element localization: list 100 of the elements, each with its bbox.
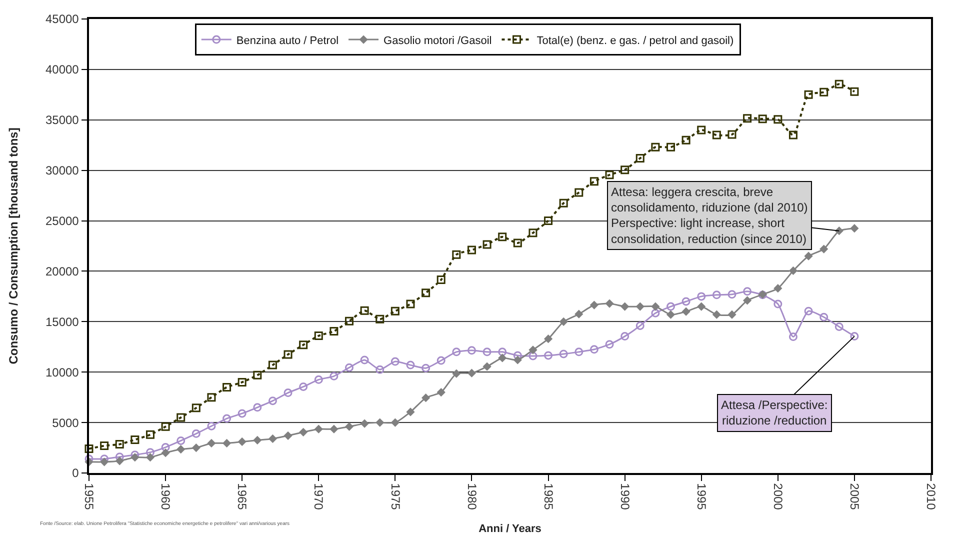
point — [620, 332, 630, 341]
x-tick-label: 1975 — [388, 483, 402, 510]
point — [728, 290, 736, 299]
point — [697, 302, 706, 311]
point — [590, 301, 598, 310]
point — [100, 442, 109, 450]
point — [528, 346, 537, 354]
point — [560, 318, 568, 326]
point — [574, 348, 584, 356]
y-tick-label: 20000 — [45, 264, 80, 278]
point — [820, 245, 828, 254]
point — [789, 266, 798, 275]
point — [422, 394, 430, 402]
point — [422, 364, 430, 372]
point — [390, 306, 400, 316]
point — [482, 240, 492, 249]
point — [207, 422, 216, 430]
x-tick-label: 1990 — [618, 483, 632, 510]
y-tick-label: 30000 — [45, 164, 80, 178]
point — [513, 238, 522, 248]
point — [850, 224, 858, 232]
point — [161, 443, 170, 452]
point — [299, 382, 308, 391]
point — [437, 388, 446, 396]
point — [253, 403, 262, 412]
point — [467, 246, 476, 254]
y-axis-title: Consumo / Consumption [thousand tons] — [6, 128, 20, 364]
point — [468, 369, 476, 378]
point — [391, 418, 400, 427]
legend-label: Benzina auto / Petrol — [236, 34, 339, 47]
y-tick-label: 35000 — [45, 113, 80, 128]
point — [452, 370, 460, 378]
point — [820, 312, 828, 322]
point — [666, 310, 675, 319]
point — [590, 177, 598, 186]
point — [146, 453, 154, 462]
point — [161, 422, 170, 431]
point — [238, 438, 246, 446]
point — [176, 436, 186, 445]
point — [559, 198, 568, 208]
x-axis-title: Anni / Years — [478, 522, 542, 535]
point — [130, 435, 140, 444]
point — [376, 314, 384, 324]
point — [666, 142, 675, 152]
point — [192, 404, 200, 412]
x-tick-label: 1980 — [464, 483, 479, 510]
point — [299, 428, 308, 436]
point — [284, 350, 292, 359]
point — [192, 429, 200, 438]
point — [330, 372, 338, 380]
point — [390, 357, 400, 366]
point — [697, 126, 706, 134]
point — [452, 250, 461, 259]
point — [804, 306, 813, 316]
point — [207, 439, 216, 448]
x-tick-label: 1960 — [158, 483, 173, 510]
point — [697, 292, 706, 301]
point — [436, 356, 446, 365]
point — [712, 310, 721, 319]
point — [146, 430, 154, 439]
y-tick-label: 0 — [72, 466, 80, 480]
point — [467, 346, 476, 355]
point — [345, 422, 354, 431]
point — [804, 90, 813, 99]
legend-label: Total(e) (benz. e gas. / petrol and gasoil) — [536, 34, 734, 47]
y-tick-label: 5000 — [52, 416, 80, 430]
point — [452, 348, 461, 356]
x-tick-label: 1970 — [312, 483, 326, 510]
point — [222, 439, 231, 448]
point — [268, 434, 277, 443]
point — [728, 310, 736, 319]
x-tick-label: 2010 — [924, 483, 938, 510]
point — [820, 88, 828, 96]
point — [238, 378, 246, 386]
point — [268, 360, 277, 370]
point — [498, 354, 506, 362]
point — [116, 456, 124, 465]
point — [130, 453, 139, 462]
point — [146, 448, 154, 457]
point — [712, 130, 721, 140]
point — [682, 297, 690, 306]
point — [498, 348, 507, 356]
point — [376, 418, 384, 427]
point — [834, 80, 844, 88]
legend-label: Gasolio motori /Gasoil — [384, 34, 492, 47]
x-tick-label: 1965 — [235, 483, 250, 510]
annotation: Attesa /Perspective: riduzione /reduction — [721, 398, 828, 428]
point — [162, 448, 170, 457]
point — [544, 216, 553, 226]
point — [774, 115, 782, 124]
x-tick-label: 1955 — [82, 483, 96, 510]
point — [330, 425, 338, 434]
point — [712, 290, 721, 300]
point — [743, 287, 752, 296]
x-tick-label: 2000 — [771, 483, 786, 510]
point — [176, 445, 185, 454]
point — [222, 382, 232, 392]
point — [314, 375, 323, 384]
point — [192, 444, 200, 452]
point — [605, 170, 614, 180]
